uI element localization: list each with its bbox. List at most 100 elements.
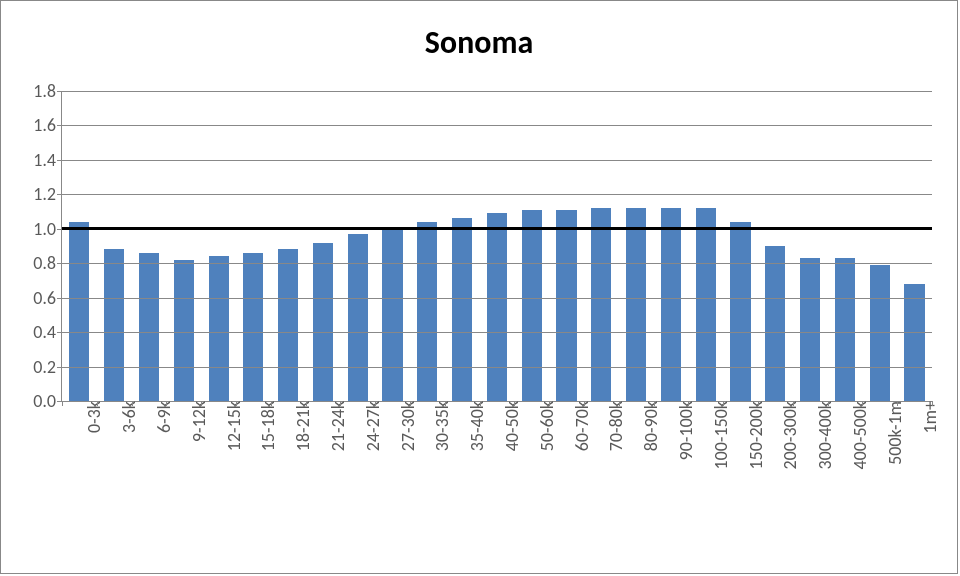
bars-group: 0-3k3-6k6-9k9-12k12-15k15-18k18-21k21-24…: [62, 91, 932, 401]
x-axis-label: 9-12k: [184, 401, 210, 442]
bar-slot: 0-3k: [62, 91, 97, 401]
x-axis-label: 27-30k: [393, 401, 419, 451]
x-tick: [306, 401, 307, 406]
bar: [243, 253, 263, 401]
bar-slot: 6-9k: [132, 91, 167, 401]
x-tick: [793, 401, 794, 406]
y-axis-label: 0.2: [33, 356, 62, 378]
bar-slot: 60-70k: [549, 91, 584, 401]
bar: [417, 222, 437, 401]
chart-container: Sonoma 0-3k3-6k6-9k9-12k12-15k15-18k18-2…: [0, 0, 958, 574]
gridline: [62, 160, 932, 161]
bar-slot: 150-200k: [723, 91, 758, 401]
bar-slot: 24-27k: [340, 91, 375, 401]
x-axis-label: 60-70k: [567, 401, 593, 451]
bar-slot: 1m+: [897, 91, 932, 401]
x-tick: [862, 401, 863, 406]
bar: [661, 208, 681, 401]
bar-slot: 9-12k: [166, 91, 201, 401]
y-axis-label: 1.2: [33, 183, 62, 205]
x-axis-label: 200-300k: [775, 401, 801, 469]
x-tick: [375, 401, 376, 406]
bar-slot: 200-300k: [758, 91, 793, 401]
bar: [69, 222, 89, 401]
chart-title: Sonoma: [1, 23, 957, 62]
bar-slot: 27-30k: [375, 91, 410, 401]
x-axis-label: 18-21k: [288, 401, 314, 451]
gridline: [62, 367, 932, 368]
bar-slot: 3-6k: [97, 91, 132, 401]
y-axis-label: 1.4: [33, 149, 62, 171]
x-tick: [166, 401, 167, 406]
gridline: [62, 194, 932, 195]
x-tick: [828, 401, 829, 406]
x-tick: [897, 401, 898, 406]
y-axis-label: 1.6: [33, 114, 62, 136]
x-axis-label: 300-400k: [810, 401, 836, 469]
bar-slot: 90-100k: [654, 91, 689, 401]
bar-slot: 35-40k: [445, 91, 480, 401]
bar: [730, 222, 750, 401]
bar: [313, 243, 333, 401]
y-axis-label: 0.0: [33, 390, 62, 412]
x-axis-label: 1m+: [915, 401, 941, 433]
bar-slot: 21-24k: [306, 91, 341, 401]
bar-slot: 300-400k: [793, 91, 828, 401]
bar: [209, 256, 229, 401]
x-tick: [445, 401, 446, 406]
y-axis-label: 0.4: [33, 321, 62, 343]
x-tick: [723, 401, 724, 406]
x-axis-label: 80-90k: [636, 401, 662, 451]
bar: [348, 234, 368, 401]
gridline: [62, 298, 932, 299]
x-tick: [514, 401, 515, 406]
x-axis-label: 400-500k: [845, 401, 871, 469]
bar-slot: 80-90k: [619, 91, 654, 401]
x-tick: [584, 401, 585, 406]
x-tick: [236, 401, 237, 406]
bar-slot: 30-35k: [410, 91, 445, 401]
y-axis-label: 0.8: [33, 252, 62, 274]
bar-slot: 40-50k: [480, 91, 515, 401]
bar: [626, 208, 646, 401]
x-axis-label: 40-50k: [497, 401, 523, 451]
x-tick: [201, 401, 202, 406]
bar: [904, 284, 924, 401]
x-axis-label: 50-60k: [532, 401, 558, 451]
bar-slot: 50-60k: [514, 91, 549, 401]
x-tick: [340, 401, 341, 406]
x-tick: [688, 401, 689, 406]
bar: [556, 210, 576, 401]
x-tick: [619, 401, 620, 406]
x-axis-label: 30-35k: [427, 401, 453, 451]
bar: [278, 249, 298, 401]
plot-area: 0-3k3-6k6-9k9-12k12-15k15-18k18-21k21-24…: [61, 91, 932, 402]
gridline: [62, 263, 932, 264]
gridline: [62, 91, 932, 92]
bar: [800, 258, 820, 401]
x-axis-label: 21-24k: [323, 401, 349, 451]
bar: [487, 213, 507, 401]
bar: [139, 253, 159, 401]
x-axis-label: 70-80k: [601, 401, 627, 451]
x-tick: [132, 401, 133, 406]
x-axis-label: 35-40k: [462, 401, 488, 451]
bar-slot: 400-500k: [828, 91, 863, 401]
bar-slot: 500k-1m: [862, 91, 897, 401]
x-tick: [62, 401, 63, 406]
x-tick: [271, 401, 272, 406]
x-tick: [549, 401, 550, 406]
y-axis-label: 1.8: [33, 80, 62, 102]
bar: [591, 208, 611, 401]
gridline: [62, 125, 932, 126]
bar: [835, 258, 855, 401]
y-axis-label: 1.0: [33, 218, 62, 240]
bar-slot: 15-18k: [236, 91, 271, 401]
x-axis-label: 15-18k: [253, 401, 279, 451]
x-axis-label: 6-9k: [149, 401, 175, 433]
bar: [174, 260, 194, 401]
bar: [765, 246, 785, 401]
x-tick: [758, 401, 759, 406]
gridline: [62, 332, 932, 333]
x-tick: [654, 401, 655, 406]
